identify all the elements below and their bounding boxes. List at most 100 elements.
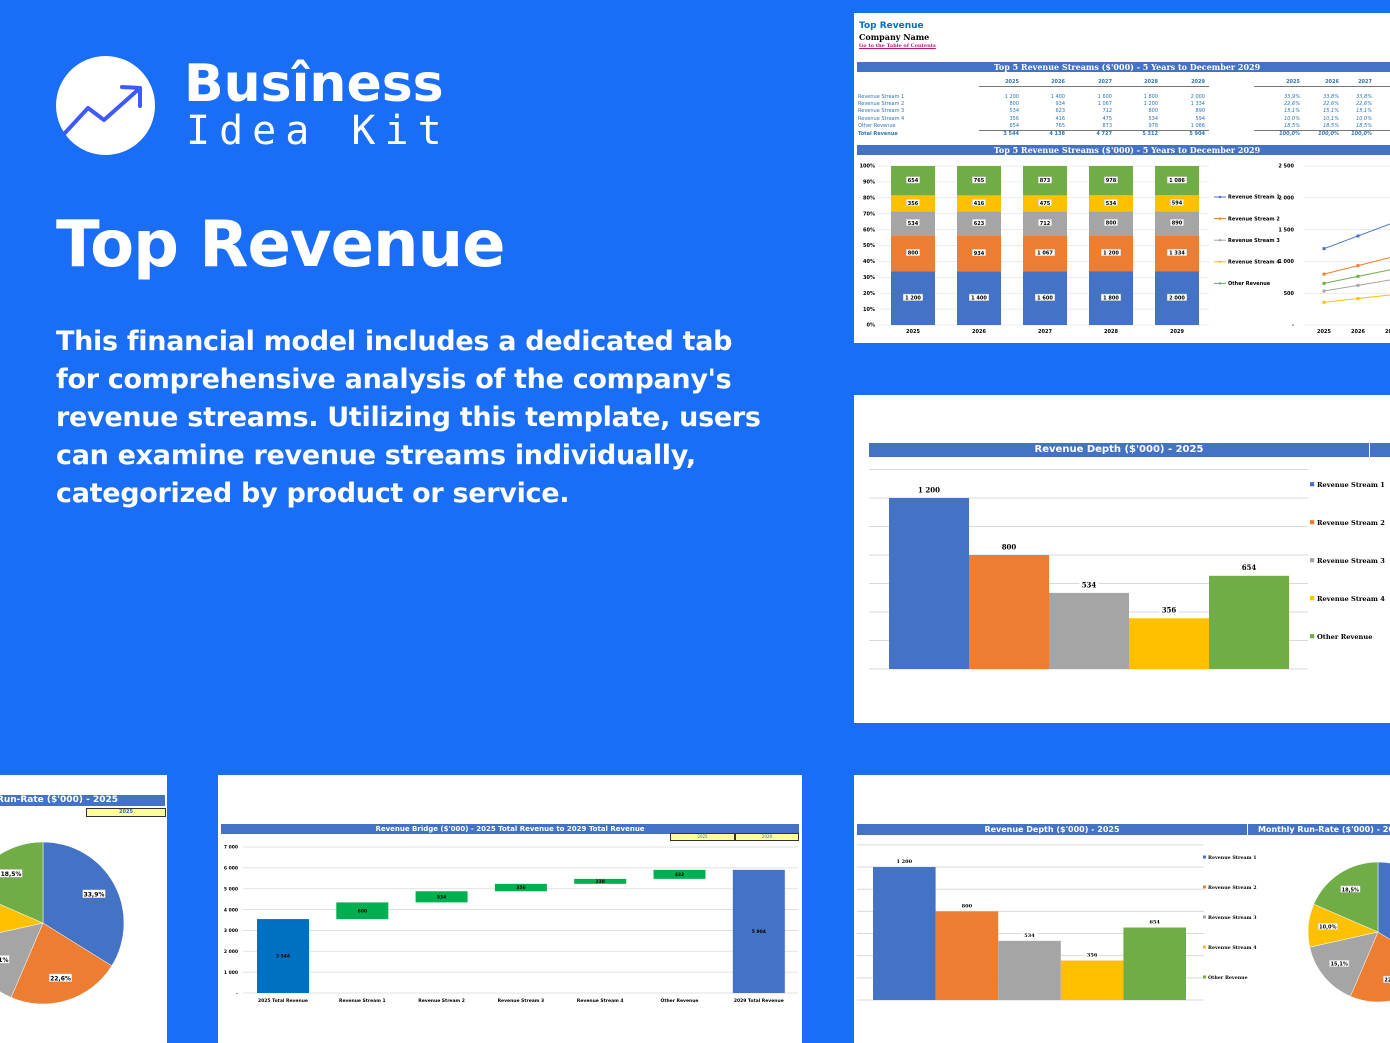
depth-bar [889,498,969,669]
row-pct: 33,9% [1284,94,1300,100]
legend-marker [1218,195,1222,199]
line-y-tick-label: 500 [1284,291,1295,297]
x-tick-label: Revenue Stream 4 [577,998,624,1004]
series-line [1323,294,1390,303]
row-label: Revenue Stream 1 [858,94,905,100]
y-tick-label: 1 000 [224,970,238,976]
data-label-bg [893,857,916,865]
line-point [1322,289,1326,293]
total-pct: 100,0% [1279,131,1300,137]
row-value: 934 [1055,101,1065,108]
segment-label-box [903,293,923,301]
y-tick-label: 40% [863,259,875,265]
segment-label: 1 400 [971,296,987,302]
line-y-tick-label: - [1292,323,1294,329]
y-tick-label: - [236,992,238,997]
legend-marker [1218,282,1222,285]
sheet-title: Top Revenue [859,21,924,31]
top-revenue-sheet-panel: Top Revenue Company Name Go to the Table… [854,13,1390,343]
segment-label: 416 [974,201,985,207]
toc-link[interactable]: Go to the Table of Contents [859,43,936,49]
legend-label: Other Revenue [1208,975,1248,981]
x-tick-label: Revenue Stream 2 [418,998,465,1004]
y-tick-label: 30% [863,275,875,281]
pie-label-box [0,955,10,964]
logo [56,56,155,155]
segment-label-box [906,176,920,184]
depth-bar [873,867,936,1000]
row-pct: 22,6% [1323,101,1339,108]
depth-and-runrate-panel: Revenue Depth ($'000) - 2025 Monthly Run… [854,775,1390,1043]
legend-swatch [1310,634,1315,639]
pie-label-box [0,869,23,878]
bridge-bar [415,891,468,903]
data-label: 800 [962,903,973,909]
line-x-tick-label: 2025 [1317,329,1331,335]
line-point [1322,247,1326,251]
bridge-data-label: 800 [358,908,367,914]
segment-label-box [972,249,986,257]
row-pct: 22,6% [1356,101,1372,108]
row-value: 765 [1055,122,1065,129]
run-rate-header: Monthly Run-Rate ($'000) - 2025 [0,795,165,806]
pie-label: 15,1% [1331,962,1348,968]
revenue-table: 2025 2026 2027 2028 2029 2025 2026 2027 Revenue … [854,13,1390,143]
total-value: 4 727 [1096,131,1112,137]
line-point [1356,264,1360,268]
data-label: 654 [1149,920,1160,926]
legend-swatch [1310,558,1315,563]
x-tick-label: 2029 [1170,329,1184,335]
pct-year-header: 2026 [1325,79,1339,85]
row-value: 1 800 [1143,94,1158,100]
revenue-depth-header-small: Revenue Depth ($'000) - 2025 [857,824,1247,835]
line-point [1322,300,1326,304]
bridge-data-label: 238 [595,879,604,885]
end-year-selector[interactable]: 2029 [735,833,799,841]
data-label: 356 [1162,606,1177,615]
year-header: 2026 [1051,79,1065,85]
row-value: 712 [1102,108,1112,115]
y-tick-label: 6 000 [224,866,238,872]
segment-label-box [1104,218,1118,226]
x-tick-label: 2027 [1038,329,1052,335]
x-tick-label: Other Revenue [661,998,699,1004]
segment-label-box [906,248,920,256]
segment-label-box [1035,293,1055,301]
row-value: 1 400 [1050,94,1065,100]
legend-label: Revenue Stream 2 [1208,885,1257,891]
legend-label: Revenue Stream 2 [1228,216,1280,222]
pie-slice [0,922,44,998]
segment-label-box [1038,219,1052,227]
y-tick-label: 3 000 [224,928,238,934]
page-description: This financial model includes a dedicate… [56,326,761,509]
year-header: 2027 [1098,79,1112,85]
start-year-selector[interactable]: 2025 [670,833,735,841]
row-value: 800 [1148,108,1158,115]
row-value: 1 067 [1097,101,1112,108]
segment-label-box [972,176,986,184]
line-point [1356,234,1360,238]
total-pct: 100,0% [1351,131,1372,137]
segment-label: 356 [908,201,919,207]
row-pct: 15,1% [1284,108,1300,115]
x-tick-label: 2025 Total Revenue [258,998,308,1004]
year-header: 2025 [1005,79,1019,85]
y-tick-label: 100% [860,164,875,170]
pie-slice [10,922,113,1005]
data-label-bg [1021,931,1038,938]
segment-label-box [1101,293,1121,301]
pie-label: 15,1% [0,957,9,964]
pie-slice [1313,861,1379,933]
bridge-bar [653,869,706,879]
depth-and-pie-charts: 1 200 800 534 356 654 Revenue Stream 1 Revenue… [857,844,1390,1003]
row-value: 978 [1148,122,1158,129]
segment-label-box [1038,176,1052,184]
total-value: 3 544 [1003,131,1019,137]
data-label-bg [1146,918,1163,925]
data-label-bg [1159,604,1179,615]
segment-label: 534 [908,221,919,227]
year-selector[interactable]: 2025 [86,808,166,817]
pie-label: 22,6% [1384,978,1390,984]
data-label-bg [1239,562,1259,572]
pie-label: 18,5% [1342,887,1359,893]
